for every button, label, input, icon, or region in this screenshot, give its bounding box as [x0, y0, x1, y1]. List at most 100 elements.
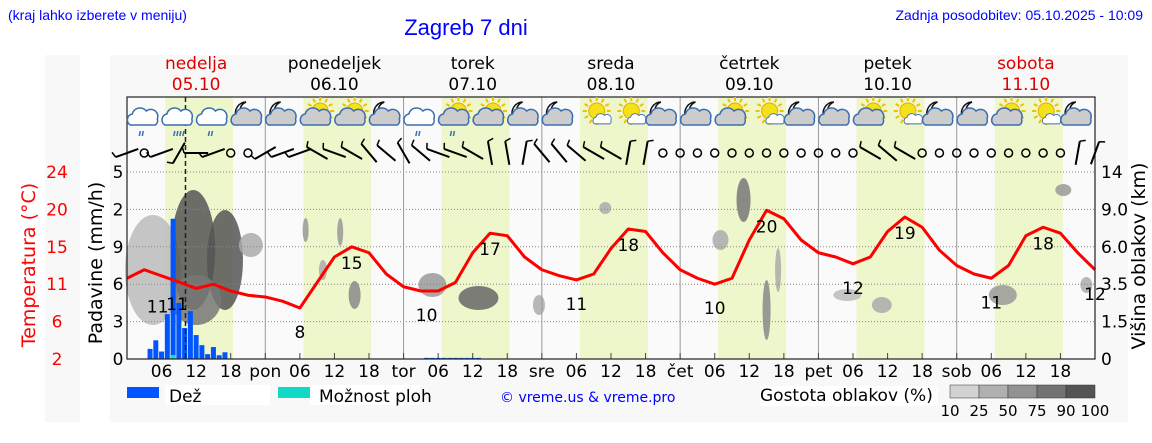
sun-ray: [916, 103, 921, 107]
temperature-label: 10: [704, 299, 726, 319]
wind-shaft: [306, 146, 329, 160]
cloud-icon: [437, 107, 470, 126]
weather-icon-sun-small-cloud: [617, 97, 647, 125]
cloud-density-area: [1055, 184, 1072, 196]
wind-barb: [1079, 139, 1086, 142]
wind-barb-icon: [1089, 140, 1106, 165]
credit-link[interactable]: © vreme.us & vreme.pro: [500, 390, 675, 406]
weather-icon-moon-cloud: [368, 101, 401, 126]
wind-shaft: [533, 143, 551, 163]
sun-ray: [346, 98, 351, 103]
sun-ray: [600, 98, 605, 103]
sun-ray: [588, 119, 593, 124]
wind-calm-icon: [934, 148, 945, 158]
wind-calm-icon: [1003, 148, 1014, 158]
daylight-band: [579, 97, 648, 359]
wind-calm-icon: [917, 148, 927, 158]
sun-ray: [998, 103, 1004, 107]
cloud-icon: [403, 107, 436, 126]
x-tick-label: tor: [392, 362, 416, 382]
wind-shaft: [566, 144, 587, 162]
left-panel-bg: [45, 55, 80, 422]
cloud-density-area: [418, 273, 447, 297]
wind-shaft: [504, 141, 511, 165]
temperature-label: 15: [341, 254, 363, 274]
weather-icon-moon-cloud: [265, 101, 297, 126]
cloud-height-tick: 3.5: [1101, 275, 1128, 295]
wind-barb: [461, 140, 465, 148]
wind-shaft: [550, 143, 568, 163]
precip-tick: 3: [113, 313, 124, 333]
temperature-label: 10: [416, 306, 438, 326]
wind-barb: [197, 151, 203, 158]
wind-barb: [877, 139, 882, 146]
wind-calm-icon: [692, 148, 703, 158]
wind-calm-icon: [761, 148, 772, 158]
weather-icon-moon-cloud: [230, 101, 263, 126]
weather-icon-moon-cloud: [956, 101, 989, 126]
day-date: 08.10: [587, 75, 636, 95]
wind-calm-icon: [744, 148, 755, 158]
wind-barb-icon: [533, 138, 551, 163]
wind-calm-icon: [848, 148, 858, 158]
x-tick-label: čet: [667, 362, 694, 382]
temperature-line: [126, 208, 1097, 310]
sun-ray: [618, 115, 624, 119]
location-hint-link[interactable]: (kraj lahko izberete v meniju): [8, 7, 187, 23]
day-name: sobota: [997, 54, 1055, 74]
weather-icon-cloud-heavy-rain: [161, 107, 194, 137]
page-title: Zagreb 7 dni: [404, 15, 528, 40]
wind-shaft: [1089, 141, 1101, 165]
showers-bar: [170, 355, 176, 359]
weather-icon-moon-cloud: [921, 101, 954, 126]
wind-barb: [111, 151, 117, 158]
precip-tick: 0: [113, 350, 124, 370]
wind-barb: [599, 140, 603, 148]
cloud-density-area: [712, 230, 729, 250]
temperature-tick: 2: [52, 350, 63, 370]
wind-shaft: [322, 147, 347, 159]
showers-swatch: [278, 387, 310, 398]
wind-barb-icon: [197, 147, 226, 159]
sun-ray: [501, 103, 506, 107]
temperature-tick: 11: [46, 275, 68, 295]
wind-shaft: [115, 147, 139, 159]
wind-barb-icon: [322, 142, 347, 159]
cloud-icon: [956, 107, 989, 126]
wind-shaft: [521, 141, 528, 165]
temperature-label: 19: [894, 224, 916, 244]
sun-ray: [1054, 103, 1059, 107]
wind-calm-icon: [986, 148, 997, 158]
x-tick-label: 06: [151, 362, 173, 382]
weather-icon-sun-small-cloud: [1032, 97, 1062, 125]
cloud-icon: [126, 107, 159, 126]
sun-ray: [445, 103, 451, 107]
sun-ray: [1019, 103, 1025, 107]
weather-icon-sun-cloud: [472, 97, 507, 126]
cloud-icon: [368, 107, 401, 126]
temperature-tick: 15: [46, 238, 68, 258]
rain-drops-icon: [138, 130, 142, 137]
cloud-density-area: [348, 281, 361, 309]
wind-barb: [504, 137, 511, 142]
rain-drops-icon: [173, 130, 176, 137]
sun-ray: [450, 98, 455, 103]
cloud-density-area: [988, 285, 1017, 305]
precip-bar: [182, 327, 188, 359]
rain-drops-icon: [415, 130, 418, 137]
rain-drops-icon: [182, 130, 185, 137]
wind-shaft: [600, 146, 622, 160]
day-date: 11.10: [1002, 75, 1051, 95]
daylight-band: [441, 97, 510, 359]
day-name: sreda: [587, 54, 634, 74]
weather-icon-sun-cloud: [334, 97, 369, 126]
sun-ray: [1050, 98, 1055, 103]
temperature-label: 11: [166, 295, 188, 315]
weather-icon-sun-small-cloud: [755, 97, 785, 125]
cloud-icon: [921, 107, 954, 126]
day-name: nedelja: [165, 54, 227, 74]
precip-bar: [153, 340, 159, 359]
day-date: 06.10: [310, 75, 359, 95]
cloud-density-swatch: [1065, 384, 1096, 399]
cloud-height-axis-title: Višina oblakov (km): [1128, 163, 1150, 350]
